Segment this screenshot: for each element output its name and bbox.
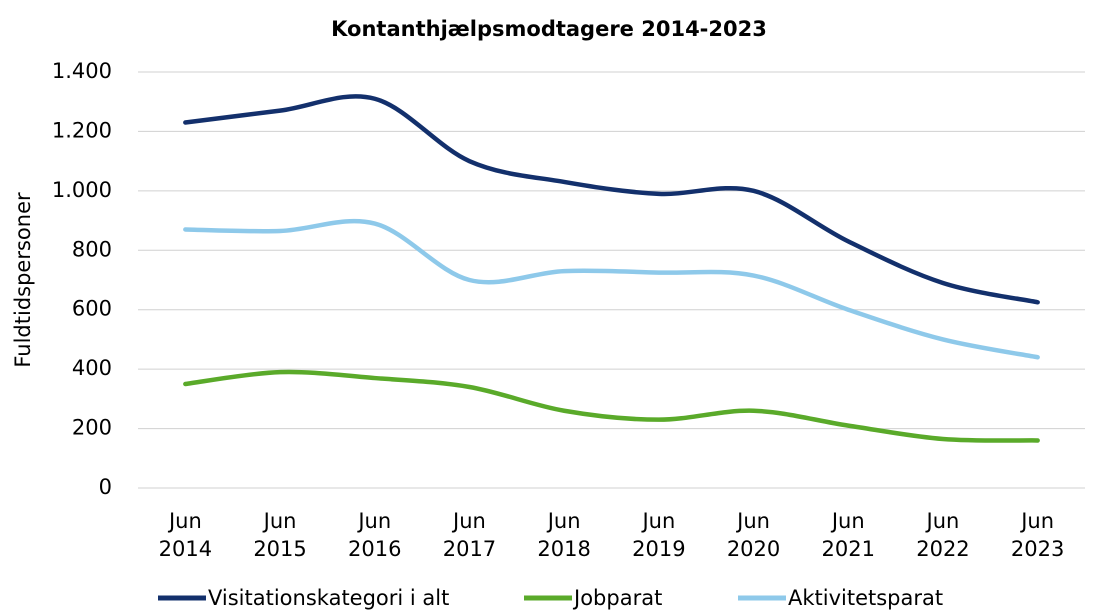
x-tick-label: Jun 2016 [348, 509, 401, 561]
y-tick-label: 600 [72, 297, 112, 321]
x-tick-label: Jun 2020 [727, 509, 780, 561]
x-tick-label: Jun 2017 [443, 509, 496, 561]
x-tick-label: Jun 2023 [1011, 509, 1064, 561]
y-tick-label: 800 [72, 237, 112, 261]
x-tick-label: Jun 2022 [916, 509, 969, 561]
x-tick-label: Jun 2021 [822, 509, 875, 561]
line [183, 218, 1040, 360]
x-tick-label: Jun 2019 [632, 509, 685, 561]
y-tick-label: 1.000 [52, 178, 112, 202]
x-tick-label: Jun 2018 [537, 509, 590, 561]
line [183, 369, 1040, 443]
x-tick-label: Jun 2015 [253, 509, 306, 561]
legend-label: Visitationskategori i alt [208, 586, 449, 610]
legend-label: Aktivitetsparat [788, 586, 943, 610]
y-tick-label: 0 [99, 475, 112, 499]
x-tick-label: Jun 2014 [159, 509, 212, 561]
y-tick-label: 1.200 [52, 118, 112, 142]
chart-title: Kontanthjælpsmodtagere 2014-2023 [331, 17, 767, 41]
line [183, 94, 1040, 305]
legend-label: Jobparat [572, 586, 662, 610]
y-tick-label: 1.400 [52, 59, 112, 83]
y-tick-label: 200 [72, 416, 112, 440]
y-axis-label: Fuldtidspersoner [11, 192, 35, 368]
y-tick-label: 400 [72, 356, 112, 380]
